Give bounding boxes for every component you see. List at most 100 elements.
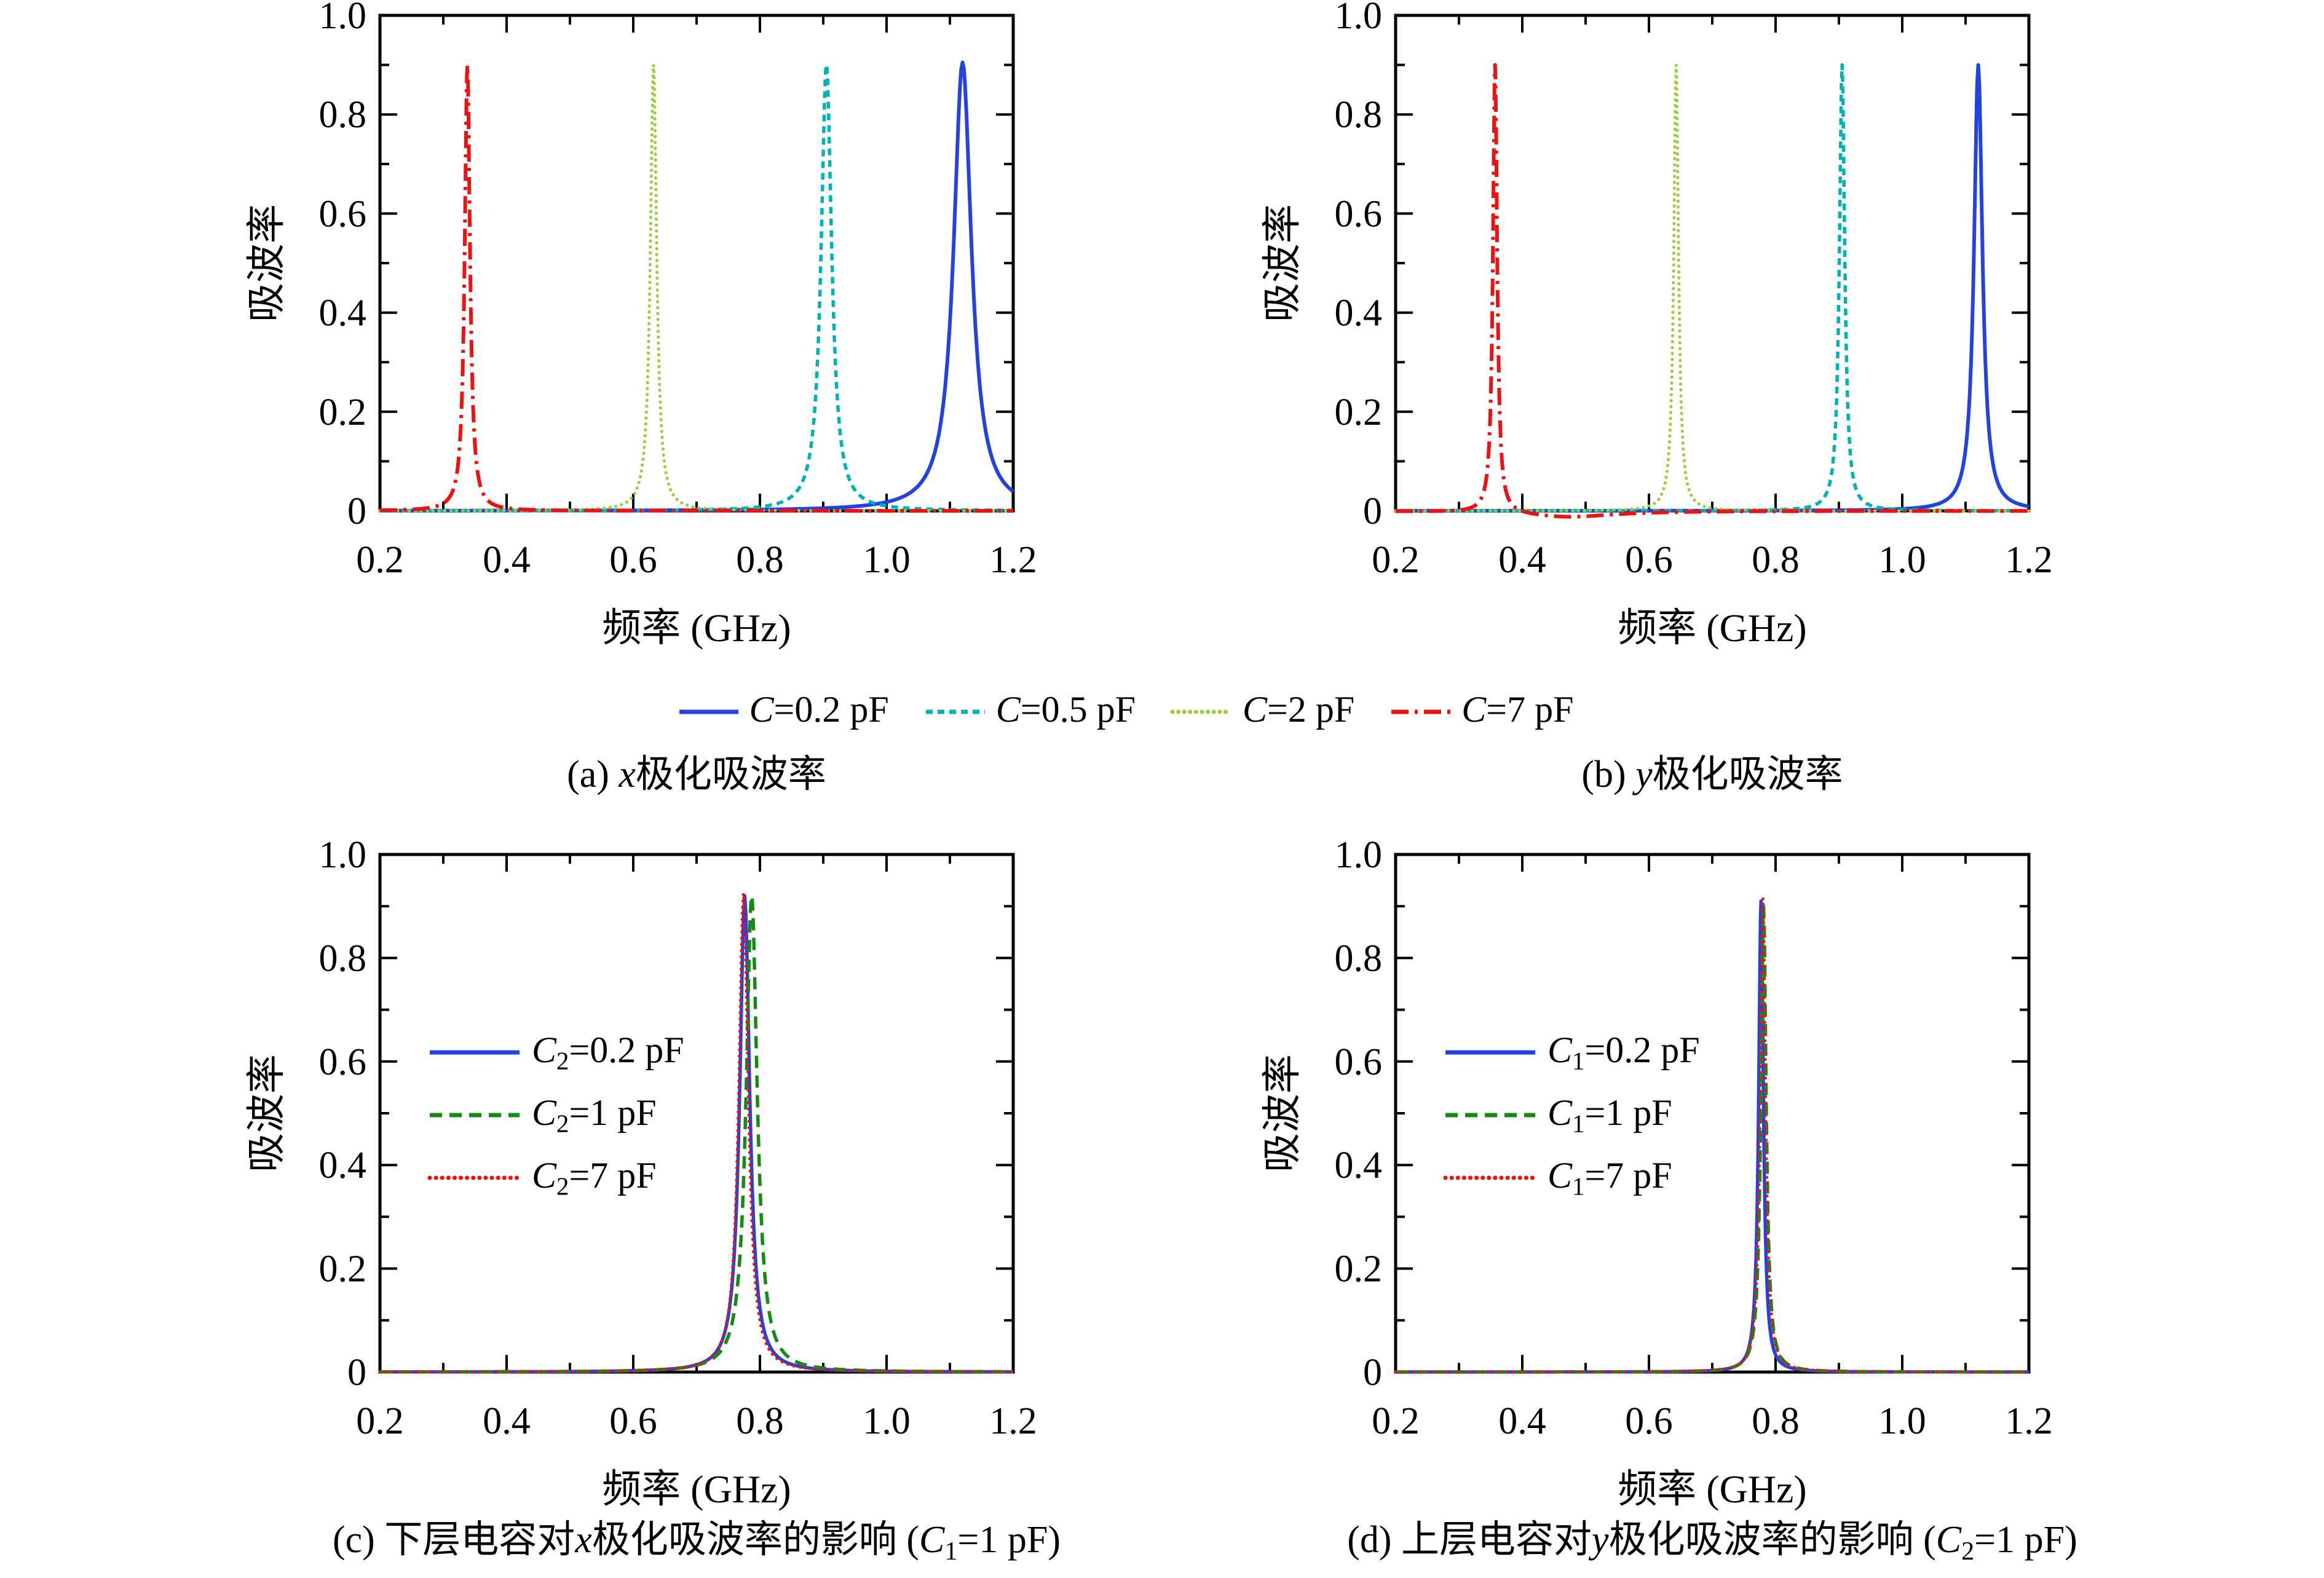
svg-text:0.4: 0.4 <box>319 1145 367 1186</box>
legend-item-c05: C=0.5 pF <box>923 688 1136 735</box>
legend-rest: =0.5 pF <box>1020 689 1136 730</box>
caption-b: (b) y极化吸波率 <box>1396 744 2029 805</box>
svg-text:0.6: 0.6 <box>1625 1400 1673 1442</box>
legend-var: C <box>532 1092 557 1134</box>
svg-text:吸波率: 吸波率 <box>1260 204 1304 322</box>
svg-text:0.6: 0.6 <box>319 193 367 235</box>
svg-text:0.4: 0.4 <box>483 539 531 581</box>
legend-var: C <box>532 1030 557 1071</box>
svg-text:0.4: 0.4 <box>1498 1400 1546 1442</box>
panel-b: 0.2 0.4 0.6 0.8 1.0 1.2 0 0.2 0.4 0.6 0.8 1.0 频率 (GH… <box>1249 0 2067 667</box>
svg-text:1.2: 1.2 <box>2005 539 2053 581</box>
caption-c: (c) 下层电容对x极化吸波率的影响 (C1=1 pF) <box>226 1509 1167 1571</box>
panel-d-legend: C1=0.2 pF C1=1 pF C1=7 pF <box>1443 1030 1700 1201</box>
legend-label: C1=7 pF <box>1547 1154 1672 1201</box>
legend-line-sample <box>1445 1113 1535 1118</box>
svg-text:0: 0 <box>1363 1352 1382 1394</box>
legend-var: C <box>1243 689 1268 730</box>
caption-d-pre: 上层电容对 <box>1401 1519 1592 1561</box>
legend-var: C <box>532 1155 557 1196</box>
legend-var: C <box>1547 1092 1573 1134</box>
legend-sub: 1 <box>1572 1047 1585 1075</box>
panel-d-chart: 0.2 0.4 0.6 0.8 1.0 1.2 0 0.2 0.4 0.6 0.8 1.0 频率 (GH… <box>1260 835 2053 1511</box>
svg-text:0.8: 0.8 <box>319 937 367 979</box>
legend-label: C=0.2 pF <box>749 688 889 735</box>
legend-rest: =1 pF <box>569 1092 657 1134</box>
caption-d-cvar: C <box>1935 1519 1962 1561</box>
svg-text:0.6: 0.6 <box>609 1400 657 1442</box>
legend-label: C2=0.2 pF <box>532 1029 684 1075</box>
svg-text:频率 (GHz): 频率 (GHz) <box>1618 1467 1806 1511</box>
legend-top: C=0.2 pF C=0.5 pF C=2 pF C=7 pF <box>0 684 2287 740</box>
svg-text:0.4: 0.4 <box>483 1400 531 1442</box>
panel-c-legend: C2=0.2 pF C2=1 pF C2=7 pF <box>427 1029 684 1201</box>
svg-text:0.6: 0.6 <box>319 1041 367 1083</box>
svg-text:0: 0 <box>347 1352 366 1394</box>
caption-d-csub: 2 <box>1961 1536 1975 1566</box>
legend-line-sample <box>925 709 985 714</box>
svg-text:0.2: 0.2 <box>1335 1249 1383 1290</box>
caption-a-text: 极化吸波率 <box>635 754 826 795</box>
svg-text:1.0: 1.0 <box>863 1400 911 1442</box>
legend-label: C=0.5 pF <box>996 688 1136 735</box>
legend-rest: =1 pF <box>1584 1092 1672 1134</box>
svg-text:0.2: 0.2 <box>356 539 404 581</box>
legend-line-sample <box>1443 1175 1538 1180</box>
legend-var: C <box>1461 689 1487 730</box>
svg-text:1.0: 1.0 <box>319 835 367 876</box>
legend-line-sample <box>1391 709 1451 714</box>
legend-var: C <box>1547 1030 1573 1071</box>
svg-text:0.4: 0.4 <box>1498 539 1546 581</box>
svg-text:0.8: 0.8 <box>1335 937 1383 979</box>
svg-text:0.8: 0.8 <box>736 539 784 581</box>
svg-text:0.8: 0.8 <box>1752 539 1800 581</box>
svg-text:1.0: 1.0 <box>1878 539 1926 581</box>
svg-text:0.4: 0.4 <box>1335 293 1383 334</box>
legend-item-c1-1: C1=1 pF <box>1443 1092 1700 1138</box>
panel-c: 0.2 0.4 0.6 0.8 1.0 1.2 0 0.2 0.4 0.6 0.8 1.0 频率 (GH… <box>234 835 1051 1523</box>
svg-text:0.6: 0.6 <box>1625 539 1673 581</box>
legend-label: C2=7 pF <box>532 1154 657 1201</box>
legend-item-c1-02: C1=0.2 pF <box>1443 1030 1700 1075</box>
legend-rest: =2 pF <box>1267 689 1355 730</box>
caption-d-tail: =1 pF) <box>1974 1519 2077 1561</box>
svg-text:频率 (GHz): 频率 (GHz) <box>602 1467 791 1511</box>
svg-text:0: 0 <box>1363 491 1382 532</box>
legend-line-sample <box>1445 1050 1535 1055</box>
legend-var: C <box>749 689 774 730</box>
legend-sub: 2 <box>556 1047 569 1075</box>
svg-text:0.2: 0.2 <box>1335 392 1383 433</box>
caption-a-label: (a) <box>567 754 619 795</box>
svg-text:1.2: 1.2 <box>989 539 1037 581</box>
caption-b-text: 极化吸波率 <box>1652 754 1843 795</box>
caption-d-label: (d) <box>1347 1519 1402 1561</box>
svg-text:0.4: 0.4 <box>1335 1145 1383 1186</box>
caption-c-var: x <box>575 1519 592 1561</box>
caption-c-label: (c) <box>332 1519 385 1561</box>
svg-text:频率 (GHz): 频率 (GHz) <box>602 606 791 650</box>
legend-label: C=7 pF <box>1461 688 1573 735</box>
svg-text:1.0: 1.0 <box>1878 1400 1926 1442</box>
legend-rest: =7 pF <box>1486 689 1574 730</box>
legend-rest: =0.2 pF <box>569 1030 684 1071</box>
svg-text:0.4: 0.4 <box>319 293 367 334</box>
legend-rest: =0.2 pF <box>1584 1030 1700 1071</box>
legend-label: C1=1 pF <box>1547 1092 1672 1138</box>
legend-line-sample <box>427 1175 522 1180</box>
caption-b-var: y <box>1635 754 1653 795</box>
svg-text:0.6: 0.6 <box>1335 193 1383 235</box>
svg-text:1.0: 1.0 <box>1335 0 1383 37</box>
svg-text:0.6: 0.6 <box>609 539 657 581</box>
legend-item-c2-1: C2=1 pF <box>427 1092 684 1138</box>
caption-c-pre: 下层电容对 <box>384 1519 575 1561</box>
legend-line-sample <box>430 1113 520 1118</box>
panel-c-chart: 0.2 0.4 0.6 0.8 1.0 1.2 0 0.2 0.4 0.6 0.8 1.0 频率 (GH… <box>245 835 1037 1511</box>
legend-item-c2: C=2 pF <box>1170 688 1354 735</box>
svg-text:0.8: 0.8 <box>1335 94 1383 136</box>
svg-text:0.2: 0.2 <box>319 1249 367 1290</box>
svg-text:0.8: 0.8 <box>736 1400 784 1442</box>
legend-label: C2=1 pF <box>532 1092 657 1138</box>
svg-text:吸波率: 吸波率 <box>1260 1054 1304 1172</box>
caption-d: (d) 上层电容对y极化吸波率的影响 (C2=1 pF) <box>1242 1509 2183 1571</box>
